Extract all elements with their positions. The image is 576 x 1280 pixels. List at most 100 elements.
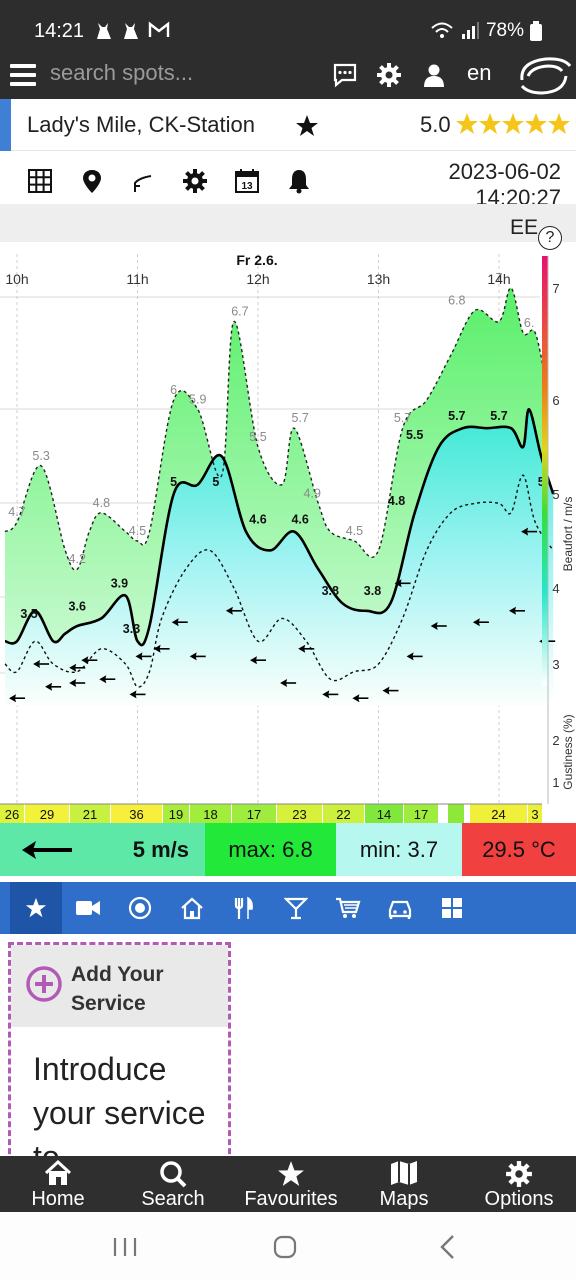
gust-value-label: 4.5 [129, 524, 146, 538]
search-input[interactable]: search spots... [50, 60, 194, 85]
wind-arrow-head [171, 618, 179, 627]
language-selector[interactable]: en [467, 60, 492, 85]
gustiness-cell [365, 804, 403, 823]
wind-speed: 5 m/s [95, 823, 205, 876]
gustiness-value: 14 [377, 807, 391, 822]
gustiness-value: 22 [336, 807, 350, 822]
favourite-star-icon[interactable] [294, 113, 320, 139]
cat-notification-icon [124, 23, 139, 39]
average-area [5, 409, 554, 706]
nav-options[interactable]: Options [474, 1156, 564, 1212]
gustiness-value: 24 [491, 807, 505, 822]
wind-direction-arrow-icon [21, 841, 72, 859]
system-nav-bar [0, 1212, 576, 1280]
tab-restaurant[interactable] [218, 882, 270, 934]
gust-value-label: 6 [170, 383, 177, 397]
notification-icons [94, 20, 170, 45]
nav-favourites[interactable]: Favourites [240, 1156, 342, 1212]
nav-home[interactable]: Home [14, 1156, 102, 1212]
gustiness-value: 29 [40, 807, 54, 822]
sport-icon[interactable] [131, 168, 157, 194]
status-time: 14:21 [34, 20, 85, 42]
x-tick-label: 14h [487, 271, 510, 287]
gustiness-value: 19 [169, 807, 183, 822]
home-system-icon[interactable] [273, 1235, 297, 1259]
tab-favourites[interactable] [10, 882, 62, 934]
gustiness-cell [404, 804, 438, 823]
temperature: 29.5 °C [462, 823, 576, 876]
x-tick-label: 12h [246, 271, 269, 287]
settings-gear-icon[interactable] [182, 168, 208, 194]
shopping-cart-icon [336, 897, 361, 918]
map-icon [391, 1161, 417, 1185]
user-icon[interactable] [421, 62, 447, 88]
gust-value-label: 6.7 [231, 305, 248, 319]
logo-icon[interactable] [514, 54, 574, 98]
y-tick-label: 1 [552, 775, 559, 790]
gustiness-value: 21 [83, 807, 97, 822]
nav-favourites-label: Favourites [244, 1188, 338, 1210]
average-value-label: 5 [170, 475, 177, 489]
wind-arrow-head [472, 618, 480, 627]
category-tabs [0, 882, 576, 934]
add-service-card[interactable]: Add Your Service Introduce your service … [8, 942, 231, 1172]
wind-arrow-head [298, 644, 306, 653]
gust-value-label: 4.8 [93, 496, 110, 510]
menu-icon[interactable] [10, 64, 36, 86]
wind-arrow-head [69, 663, 77, 672]
y-tick-label: 7 [552, 281, 559, 296]
chart-direction-arrows [9, 527, 556, 703]
wind-arrow [322, 690, 339, 699]
wind-arrow-head [280, 679, 288, 687]
table-grid-icon[interactable] [27, 168, 53, 194]
calendar-icon[interactable]: 13 [234, 168, 260, 194]
tab-bar[interactable] [270, 882, 322, 934]
y-tick-label: 4 [552, 581, 559, 596]
minimum-line [4, 474, 554, 688]
wind-arrow-head [45, 682, 53, 691]
tab-webcam[interactable] [62, 882, 114, 934]
gust-value-label: 5.3 [32, 449, 49, 463]
add-circle-icon[interactable] [25, 965, 63, 1003]
wind-arrow [406, 652, 423, 661]
add-service-label[interactable]: Add Your Service [71, 963, 164, 1015]
gust-value-label: 5.7 [394, 411, 411, 425]
bottom-nav: Home Search Favourites Maps Options [0, 1156, 576, 1212]
chart-fills [5, 287, 554, 706]
star-icon [25, 897, 47, 918]
wind-arrow-head [394, 579, 402, 588]
gustiness-cell [528, 804, 542, 823]
wind-arrow [382, 686, 399, 695]
add-service-header[interactable]: Add Your Service [11, 945, 228, 1027]
tab-more[interactable] [426, 882, 478, 934]
wind-chart[interactable]: 4.75.34.24.84.565.96.75.55.74.94.55.76.8… [0, 204, 576, 824]
recent-apps-icon[interactable] [112, 1236, 138, 1258]
tool-row: 13 2023-06-02 14:20:27 [0, 152, 576, 210]
chat-icon[interactable] [332, 62, 358, 88]
nav-search[interactable]: Search [130, 1156, 216, 1212]
bell-icon[interactable] [286, 168, 312, 194]
wind-arrow-head [322, 690, 330, 699]
tab-spot[interactable] [114, 882, 166, 934]
back-icon[interactable] [438, 1234, 458, 1260]
tab-shop[interactable] [322, 882, 374, 934]
gustiness-value: 26 [5, 807, 19, 822]
wind-arrow-head [352, 694, 360, 703]
gustiness-cell [163, 804, 189, 823]
gust-value-label: 5.7 [291, 411, 308, 425]
average-value-label: 4.6 [249, 513, 266, 527]
help-button[interactable]: ? [538, 226, 562, 250]
tab-accommodation[interactable] [166, 882, 218, 934]
location-pin-icon[interactable] [79, 168, 105, 194]
tab-car[interactable] [374, 882, 426, 934]
gustiness-axis-label: Gustiness (%) [561, 714, 575, 789]
average-line [4, 408, 555, 647]
gear-icon[interactable] [376, 62, 402, 88]
nav-maps[interactable]: Maps [364, 1156, 444, 1212]
gustiness-cell [448, 804, 464, 823]
wind-chart-area[interactable]: EE 4.7 5.3 4.2 4.8 [0, 204, 576, 824]
wind-arrow-head [99, 675, 107, 684]
nav-home-label: Home [31, 1188, 85, 1210]
wind-arrow [430, 622, 447, 630]
x-tick-label: 11h [126, 271, 148, 287]
